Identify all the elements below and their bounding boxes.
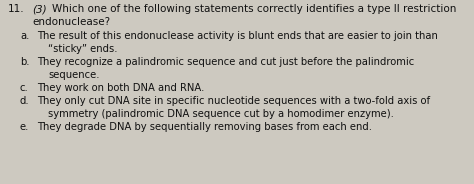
Text: They degrade DNA by sequentially removing bases from each end.: They degrade DNA by sequentially removin… [37, 122, 372, 132]
Text: 11.: 11. [8, 4, 25, 14]
Text: (3): (3) [32, 4, 46, 14]
Text: d.: d. [20, 96, 29, 106]
Text: endonuclease?: endonuclease? [32, 17, 110, 27]
Text: a.: a. [20, 31, 29, 41]
Text: “sticky” ends.: “sticky” ends. [48, 44, 118, 54]
Text: The result of this endonuclease activity is blunt ends that are easier to join t: The result of this endonuclease activity… [37, 31, 438, 41]
Text: b.: b. [20, 57, 29, 67]
Text: They only cut DNA site in specific nucleotide sequences with a two-fold axis of: They only cut DNA site in specific nucle… [37, 96, 430, 106]
Text: c.: c. [20, 83, 29, 93]
Text: symmetry (palindromic DNA sequence cut by a homodimer enzyme).: symmetry (palindromic DNA sequence cut b… [48, 109, 394, 119]
Text: sequence.: sequence. [48, 70, 100, 80]
Text: e.: e. [20, 122, 29, 132]
Text: Which one of the following statements correctly identifies a type II restriction: Which one of the following statements co… [52, 4, 456, 14]
Text: They recognize a palindromic sequence and cut just before the palindromic: They recognize a palindromic sequence an… [37, 57, 414, 67]
Text: They work on both DNA and RNA.: They work on both DNA and RNA. [37, 83, 204, 93]
